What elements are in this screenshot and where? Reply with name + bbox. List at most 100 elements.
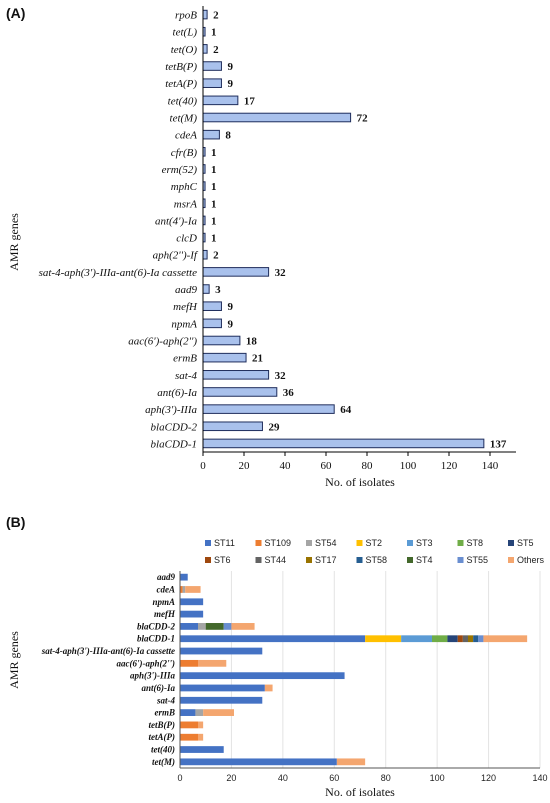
panel-b-bar-segment <box>195 709 204 716</box>
panel-b-bar-segment <box>483 635 528 643</box>
panel-a-value-label: 2 <box>213 10 219 22</box>
panel-a-value-label: 1 <box>211 233 217 245</box>
legend-swatch <box>457 557 464 563</box>
panel-b-bar-segment <box>401 635 432 643</box>
panel-a-bars <box>202 9 485 449</box>
panel-a-category-label: msrA <box>174 198 198 210</box>
panel-a-value-label: 2 <box>213 44 219 56</box>
panel-a-category-label: cdeA <box>175 130 197 142</box>
panel-a-value-label: 29 <box>268 421 280 433</box>
panel-b-bar-segment <box>457 635 463 643</box>
panel-a-value-label: 17 <box>244 95 256 107</box>
legend-entry: ST55 <box>467 555 489 565</box>
panel-b-bar-segment <box>365 635 402 643</box>
panel-b-bar-segment <box>180 659 198 667</box>
legend-entry: ST3 <box>416 538 433 548</box>
panel-b-bar-segment <box>180 696 263 704</box>
panel-b-bar-segment <box>198 659 227 667</box>
panel-b-bar-segment <box>180 684 265 692</box>
panel-a-x-tick-label: 80 <box>362 460 374 472</box>
legend-swatch <box>255 540 262 546</box>
panel-b-legend: ST11 ST109 ST54 ST2 ST3 ST8 ST5 ST6 ST44 ST17 ST58… <box>205 538 545 565</box>
panel-b-category-label: ermB <box>154 708 175 718</box>
legend-swatch <box>255 557 262 563</box>
panel-a-category-label: aac(6')-aph(2'') <box>128 336 197 348</box>
panel-a-value-label: 1 <box>211 164 217 176</box>
panel-a-bar <box>202 129 220 140</box>
legend-swatch <box>205 557 211 563</box>
panel-b-bar-segment <box>198 623 206 630</box>
panel-a-bar <box>202 284 210 294</box>
panel-a-value-label: 32 <box>275 267 287 279</box>
panel-a-bar <box>202 438 485 449</box>
panel-b-category-label: sat-4 <box>156 695 176 705</box>
panel-a-category-label: aad9 <box>175 284 198 296</box>
panel-b-label: (B) <box>6 514 25 530</box>
panel-b-stacked-bars <box>180 573 528 766</box>
panel-b-x-tick-label: 100 <box>430 773 445 783</box>
panel-b-category-label: cdeA <box>157 584 176 594</box>
legend-swatch <box>407 540 413 546</box>
legend-entry: ST5 <box>517 538 534 548</box>
panel-b-category-label: tetB(P) <box>149 720 176 730</box>
panel-b-bar-segment <box>180 635 366 643</box>
legend-entry: ST17 <box>315 555 337 565</box>
panel-b-category-label: tet(40) <box>151 745 175 755</box>
panel-a-value-label: 9 <box>227 301 233 313</box>
panel-b-x-tick-label: 140 <box>532 773 547 783</box>
panel-b-bar-segment <box>231 623 255 630</box>
panel-b-bar-segment <box>264 684 273 692</box>
panel-b-bar-segment <box>473 635 479 643</box>
panel-a-x-tick-label: 60 <box>321 460 333 472</box>
panel-a-bar <box>202 249 208 260</box>
panel-a-bar <box>202 335 241 346</box>
panel-a-category-label: sat-4-aph(3')-IIIa-ant(6)-Ia cassette <box>39 267 198 279</box>
legend-swatch <box>457 540 464 546</box>
panel-a-value-label: 72 <box>357 113 369 125</box>
panel-b-bar-segment <box>180 586 183 593</box>
panel-b-bar-segment <box>223 623 232 630</box>
panel-a-category-label: blaCDD-2 <box>151 421 198 433</box>
panel-b-category-label: blaCDD-2 <box>137 621 175 631</box>
legend-swatch <box>356 557 363 563</box>
panel-a-category-label: tetA(P) <box>165 78 197 90</box>
panel-a-bar <box>202 352 247 363</box>
panel-a-category-label: tet(M) <box>170 113 198 125</box>
panel-a-category-label: erm(52) <box>162 164 198 176</box>
panel-a-category-label: ant(6)-Ia <box>157 387 197 399</box>
panel-b-y-axis-label: AMR genes <box>7 631 21 689</box>
panel-b-bar-segment <box>180 709 196 716</box>
panel-b-category-label: blaCDD-1 <box>137 634 175 644</box>
panel-a-category-label: mefH <box>173 301 198 313</box>
panel-a-bar <box>202 44 208 54</box>
panel-b-x-tick-label: 20 <box>226 773 236 783</box>
legend-entry: ST58 <box>366 555 388 565</box>
panel-a-category-label: ermB <box>173 353 197 365</box>
panel-a-category-label: tet(O) <box>171 44 198 56</box>
panel-b-bar-segment <box>468 635 474 643</box>
panel-b-x-tick-label: 0 <box>177 773 182 783</box>
panel-a-bar <box>202 78 222 88</box>
panel-b-bar-segment <box>198 721 204 729</box>
panel-b-category-label: aac(6')-aph(2'') <box>117 658 176 668</box>
panel-a-category-label: mphC <box>171 181 198 193</box>
panel-b-x-axis-label: No. of isolates <box>325 785 395 799</box>
panel-b-x-tick-label: 40 <box>278 773 288 783</box>
panel-a-x-tick-label: 120 <box>441 460 458 472</box>
panel-a-category-label: blaCDD-1 <box>151 438 197 450</box>
panel-b-bar-segment <box>432 635 448 643</box>
panel-a-category-label: npmA <box>171 318 197 330</box>
legend-entry: ST44 <box>265 555 287 565</box>
legend-entry: ST6 <box>214 555 231 565</box>
panel-b-bar-segment <box>180 598 204 606</box>
panel-a-bar <box>202 318 222 329</box>
legend-swatch <box>306 557 312 563</box>
panel-a-value-label: 64 <box>340 404 352 416</box>
panel-a-category-labels: rpoB tet(L) tet(O) tetB(P) tetA(P) tet(40) tet… <box>39 10 199 451</box>
panel-b-category-label: aph(3')-IIIa <box>130 671 176 681</box>
panel-a-bar <box>202 61 222 71</box>
panel-b-gridlines <box>179 571 541 768</box>
panel-b-bar-segment <box>180 647 263 655</box>
legend-swatch <box>508 540 514 546</box>
